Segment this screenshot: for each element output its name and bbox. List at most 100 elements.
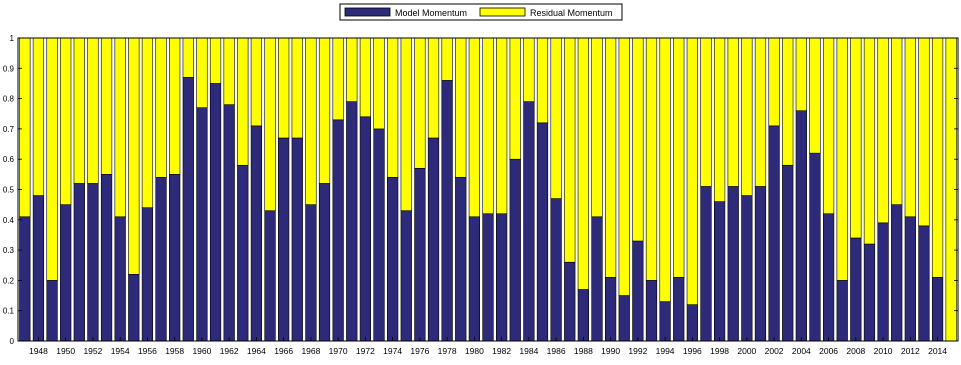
bar-model-momentum-1986 (550, 198, 562, 342)
bar-residual-momentum-1983 (509, 37, 521, 160)
x-tick-label: 1994 (656, 346, 675, 356)
bar-residual-momentum-1974 (387, 37, 399, 178)
bar-residual-momentum-1978 (441, 37, 453, 81)
bar-residual-momentum-1951 (73, 37, 85, 184)
bar-model-momentum-1979 (455, 177, 467, 342)
bar-residual-momentum-1979 (455, 37, 467, 178)
bar-residual-momentum-1980 (468, 37, 480, 218)
x-tick-label: 1996 (683, 346, 702, 356)
bar-residual-momentum-1957 (155, 37, 167, 178)
bar-model-momentum-1948 (32, 195, 45, 342)
bar-residual-momentum-2008 (850, 37, 862, 239)
bar-model-momentum-1956 (141, 207, 154, 342)
bar-residual-momentum-2011 (891, 37, 903, 205)
bar-residual-momentum-2007 (836, 37, 848, 281)
bar-residual-momentum-2005 (809, 37, 821, 154)
x-tick-label: 1970 (329, 346, 348, 356)
bar-residual-momentum-1995 (673, 37, 685, 278)
y-tick-label: 0.2 (3, 276, 15, 285)
bar-model-momentum-2014 (931, 277, 944, 342)
bar-residual-momentum-1956 (141, 37, 154, 208)
bar-residual-momentum-1949 (46, 37, 58, 281)
bar-model-momentum-1952 (87, 183, 99, 342)
bar-model-momentum-1958 (169, 174, 181, 342)
x-tick-label: 1960 (192, 346, 211, 356)
bar-model-momentum-1996 (686, 304, 698, 342)
bar-residual-momentum-1972 (359, 37, 372, 118)
legend-swatch-model-momentum (344, 7, 391, 17)
y-tick-label: 0.3 (3, 246, 15, 255)
bar-model-momentum-1990 (604, 277, 617, 342)
x-tick-label: 2000 (737, 346, 756, 356)
bar-residual-momentum-1988 (577, 37, 589, 290)
y-tick-label: 0.8 (3, 95, 15, 104)
bar-model-momentum-2004 (795, 110, 807, 342)
bar-model-momentum-1959 (182, 77, 194, 342)
x-tick-label: 1986 (547, 346, 566, 356)
bar-model-momentum-1951 (73, 183, 85, 342)
bar-model-momentum-1980 (468, 216, 480, 342)
bar-model-momentum-1962 (223, 104, 235, 342)
bar-residual-momentum-1987 (564, 37, 576, 263)
bar-residual-momentum-2002 (768, 37, 780, 127)
plot-frame (17, 37, 959, 342)
x-tick-label: 1956 (138, 346, 157, 356)
bar-model-momentum-1982 (496, 213, 508, 342)
bar-model-momentum-1947 (19, 216, 31, 342)
bar-model-momentum-1998 (713, 201, 726, 342)
bar-residual-momentum-1950 (60, 37, 72, 205)
bar-model-momentum-1984 (523, 101, 535, 342)
bar-residual-momentum-1999 (727, 37, 739, 187)
x-tick-label: 1968 (301, 346, 320, 356)
bar-model-momentum-1976 (414, 167, 426, 342)
bar-residual-momentum-1977 (427, 37, 440, 139)
bar-model-momentum-1997 (700, 186, 712, 342)
bar-residual-momentum-1998 (713, 37, 726, 202)
bar-residual-momentum-1961 (209, 37, 222, 84)
x-tick-label: 1952 (83, 346, 102, 356)
bar-residual-momentum-1996 (686, 37, 698, 305)
bar-model-momentum-1983 (509, 158, 521, 342)
bar-model-momentum-1967 (291, 137, 303, 342)
bar-residual-momentum-1968 (305, 37, 317, 205)
bar-model-momentum-1985 (536, 122, 549, 342)
bar-residual-momentum-1952 (87, 37, 99, 184)
y-tick-label: 0.4 (3, 216, 15, 225)
bar-residual-momentum-1969 (318, 37, 331, 184)
bar-model-momentum-1994 (659, 301, 671, 342)
bar-model-momentum-1975 (400, 210, 412, 342)
bar-model-momentum-2000 (741, 195, 753, 342)
bar-residual-momentum-1976 (414, 37, 426, 169)
bar-residual-momentum-1990 (604, 37, 617, 278)
x-tick-label: 1974 (383, 346, 402, 356)
y-tick-label: 0.9 (3, 64, 15, 73)
bar-residual-momentum-2003 (782, 37, 794, 166)
x-tick-label: 1976 (410, 346, 429, 356)
bar-residual-momentum-2009 (863, 37, 876, 245)
bar-residual-momentum-2004 (795, 37, 807, 112)
bar-residual-momentum-1986 (550, 37, 562, 199)
x-tick-label: 1982 (492, 346, 511, 356)
x-tick-label: 1988 (574, 346, 593, 356)
bar-residual-momentum-1984 (523, 37, 535, 102)
bar-model-momentum-1999 (727, 186, 739, 342)
legend-label-residual-momentum: Residual Momentum (530, 8, 613, 18)
y-tick-label: 1 (10, 34, 15, 43)
bar-model-momentum-1955 (128, 274, 140, 342)
bar-model-momentum-2011 (891, 204, 903, 342)
bar-residual-momentum-1953 (100, 37, 113, 175)
bar-residual-momentum-1959 (182, 37, 194, 78)
y-tick-label: 0.7 (3, 125, 15, 134)
bar-model-momentum-2003 (782, 164, 794, 342)
bar-model-momentum-2010 (877, 222, 889, 342)
bars-layer (19, 37, 957, 342)
bar-model-momentum-1974 (387, 177, 399, 342)
x-tick-label: 1958 (165, 346, 184, 356)
bar-residual-momentum-2012 (904, 37, 916, 218)
x-tick-label: 1980 (465, 346, 484, 356)
x-tick-label: 2006 (819, 346, 838, 356)
x-tick-label: 1972 (356, 346, 375, 356)
y-tick-label: 0.6 (3, 155, 15, 164)
bar-model-momentum-2013 (918, 225, 930, 342)
